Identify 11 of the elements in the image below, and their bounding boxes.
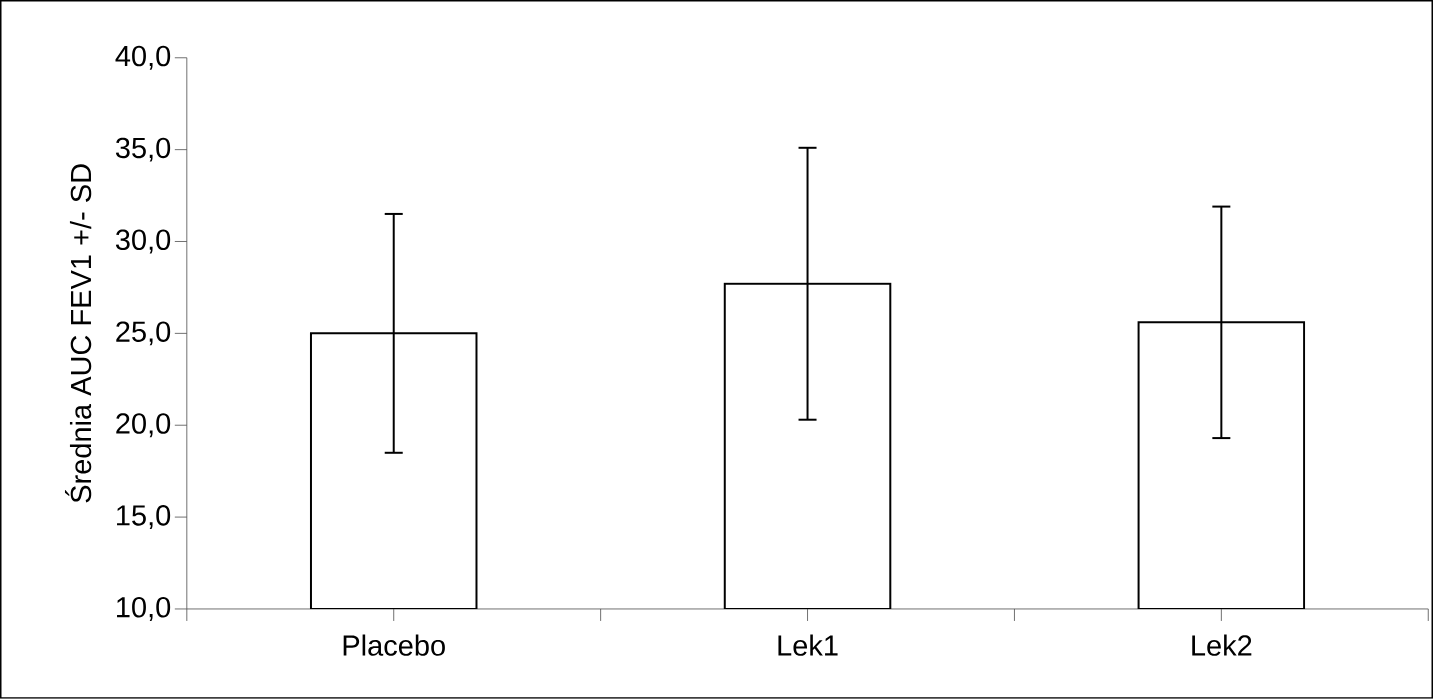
y-tick-label: 20,0 bbox=[116, 413, 171, 438]
x-tick-label: Lek1 bbox=[778, 634, 838, 656]
y-tick-label: 15,0 bbox=[117, 505, 171, 530]
y-tick-label: 30,0 bbox=[115, 229, 171, 254]
x-tick-label: Lek2 bbox=[1192, 634, 1252, 656]
y-tick-label: 40,0 bbox=[115, 45, 171, 70]
y-tick-label: 10,0 bbox=[117, 597, 171, 622]
y-axis-title: Średnia AUC FEV1 +/- SD bbox=[64, 164, 92, 503]
x-tick-label: Placebo bbox=[343, 634, 445, 656]
y-tick-label: 25,0 bbox=[116, 321, 171, 346]
y-tick-label: 35,0 bbox=[115, 137, 171, 162]
